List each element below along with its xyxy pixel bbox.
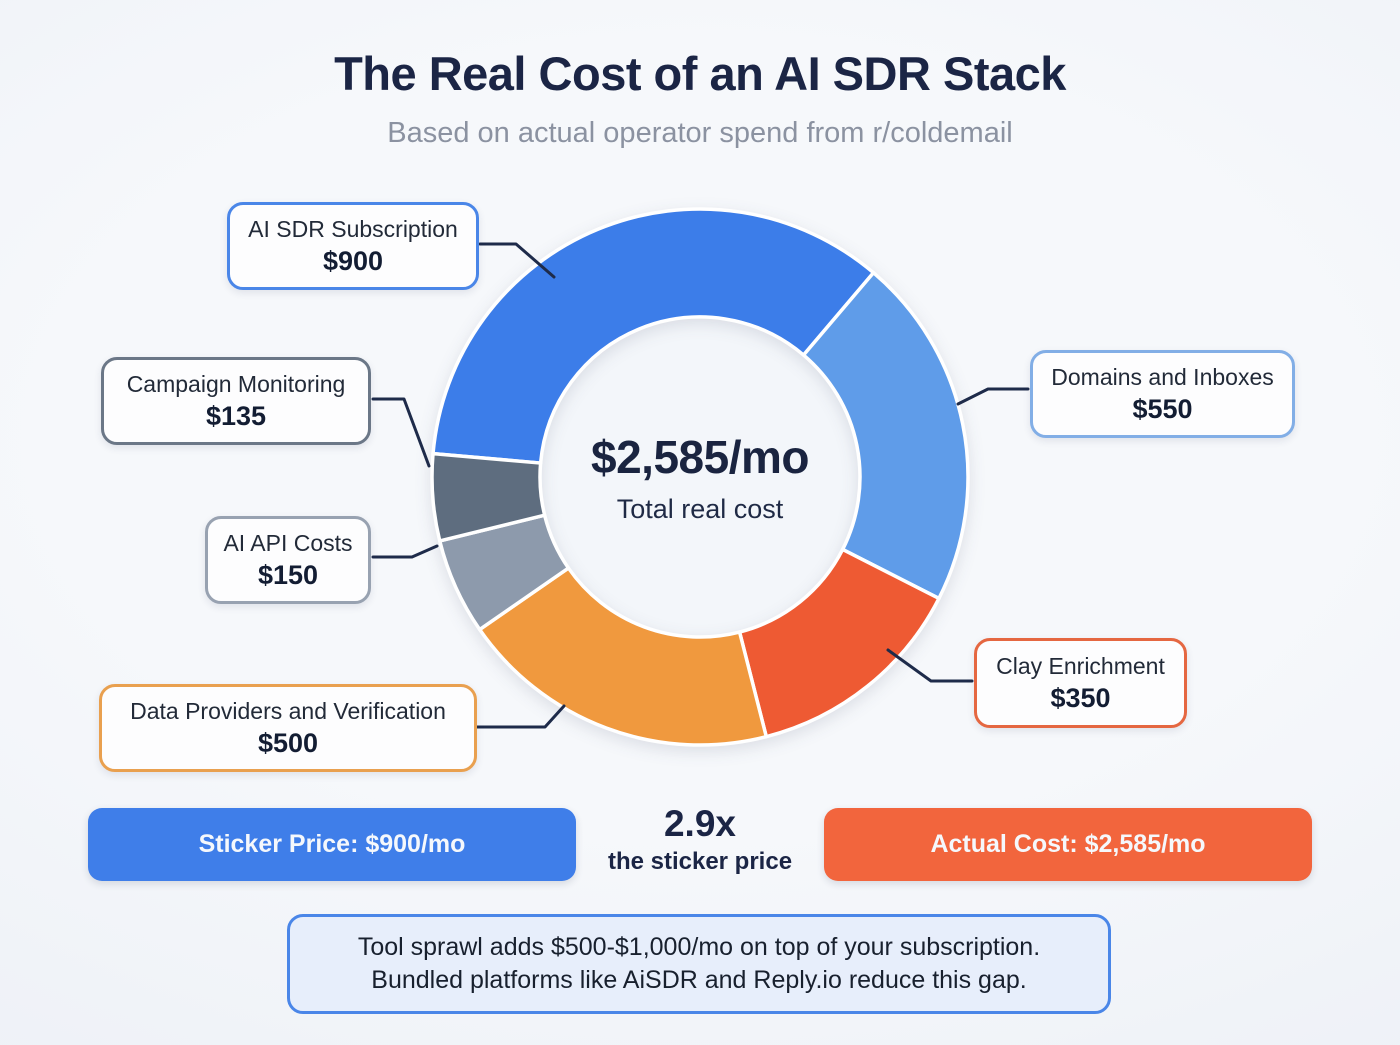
total-cost-value: $2,585/mo [591,431,809,483]
callout-clay-enrichment: Clay Enrichment $350 [974,638,1187,728]
callout-label: Domains and Inboxes [1051,363,1274,390]
footnote-box: Tool sprawl adds $500-$1,000/mo on top o… [287,914,1111,1014]
callout-label: Data Providers and Verification [130,697,446,724]
callout-data-providers: Data Providers and Verification $500 [99,684,477,772]
donut-segments [430,207,970,747]
callout-ai-api-costs: AI API Costs $150 [205,516,371,604]
total-cost-caption: Total real cost [616,494,784,524]
sticker-price-badge: Sticker Price: $900/mo [88,808,576,881]
segment-campaign-monitoring [430,451,547,543]
callout-label: AI SDR Subscription [248,215,458,242]
callout-ai-sdr-subscription: AI SDR Subscription $900 [227,202,479,290]
callout-campaign-monitoring: Campaign Monitoring $135 [101,357,371,445]
connector-campaign-monitoring [371,397,431,468]
footnote-line-2: Bundled platforms like AiSDR and Reply.i… [371,966,1027,994]
donut-hole [538,315,862,639]
connector-data-providers [475,704,566,729]
connector-ai-sdr-subscription [478,242,556,279]
callout-value: $350 [1050,682,1111,713]
connector-clay-enrichment [886,648,974,683]
actual-cost-badge: Actual Cost: $2,585/mo [824,808,1312,881]
chart-center-label: $2,585/mo Total real cost [560,430,840,525]
callout-label: AI API Costs [223,529,353,556]
callout-value: $500 [257,727,319,758]
callout-domains-inboxes: Domains and Inboxes $550 [1030,350,1295,438]
callout-value: $150 [257,559,319,590]
segment-data-providers-and-verification [477,566,769,747]
multiplier-value: 2.9x [663,803,736,844]
callout-label: Clay Enrichment [996,652,1165,679]
connector-ai-api-costs [371,544,439,559]
connector-domains-inboxes [956,387,1030,406]
page-subtitle: Based on actual operator spend from r/co… [387,117,1013,149]
page-title: The Real Cost of an AI SDR Stack [334,47,1066,100]
callout-value: $900 [322,245,384,276]
multiplier-callout: 2.9x the sticker price [590,803,810,876]
callout-value: $550 [1132,393,1193,424]
segment-ai-sdr-subscription [431,207,876,465]
footnote-line-1: Tool sprawl adds $500-$1,000/mo on top o… [357,933,1041,961]
callout-label: Campaign Monitoring [126,370,346,397]
segment-domains-and-inboxes [801,270,970,601]
callout-value: $135 [205,400,267,431]
multiplier-caption: the sticker price [607,848,793,875]
